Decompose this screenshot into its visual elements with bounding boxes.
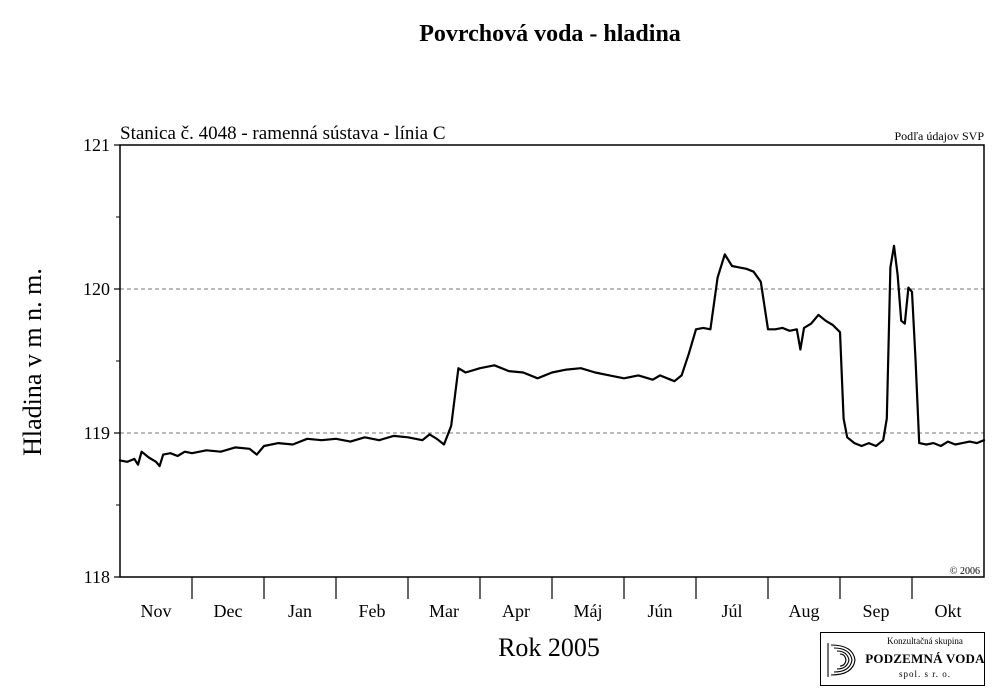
- data-source-note: Podľa údajov SVP: [894, 129, 984, 143]
- x-tick-label: Nov: [141, 601, 172, 621]
- logo-tagline: Konzultačná skupina: [887, 636, 963, 646]
- series-layer: [118, 244, 986, 468]
- x-tick-label: Mar: [429, 601, 459, 621]
- y-tick-label: 120: [83, 279, 110, 299]
- company-logo: Konzultačná skupina PODZEMNÁ VODA spol. …: [820, 632, 985, 686]
- y-axis-label: Hladina v m n. m.: [18, 268, 47, 456]
- gridlines: [120, 288, 984, 434]
- y-axis: 118 119 120 121: [83, 135, 120, 587]
- series-line: [118, 244, 986, 468]
- x-tick-label: Jún: [647, 601, 672, 621]
- plot-frame: [119, 144, 985, 578]
- logo-company-name: PODZEMNÁ VODA: [865, 651, 985, 666]
- x-tick-label: Jan: [288, 601, 312, 621]
- chart-subtitle: Stanica č. 4048 - ramenná sústava - líni…: [120, 123, 446, 144]
- chart-title: Povrchová voda - hladina: [419, 21, 681, 47]
- x-axis-label: Rok 2005: [498, 633, 600, 662]
- wave-emblem-icon: [827, 643, 856, 677]
- y-tick-label: 118: [84, 567, 110, 587]
- x-tick-label: Feb: [359, 601, 386, 621]
- y-tick-label: 119: [84, 423, 110, 443]
- logo-legal-form: spol. s r. o.: [898, 669, 951, 679]
- x-tick-label: Apr: [502, 601, 530, 621]
- x-tick-label: Máj: [574, 601, 603, 621]
- x-tick-label: Dec: [214, 601, 243, 621]
- y-tick-label: 121: [83, 135, 110, 155]
- x-tick-label: Okt: [935, 601, 962, 621]
- x-axis: Nov Dec Jan Feb Mar Apr Máj Jún Júl Aug Sep Okt: [141, 577, 962, 621]
- x-tick-label: Aug: [789, 601, 820, 621]
- x-tick-label: Sep: [863, 601, 890, 621]
- copyright-note: © 2006: [950, 566, 980, 577]
- x-tick-label: Júl: [721, 601, 742, 621]
